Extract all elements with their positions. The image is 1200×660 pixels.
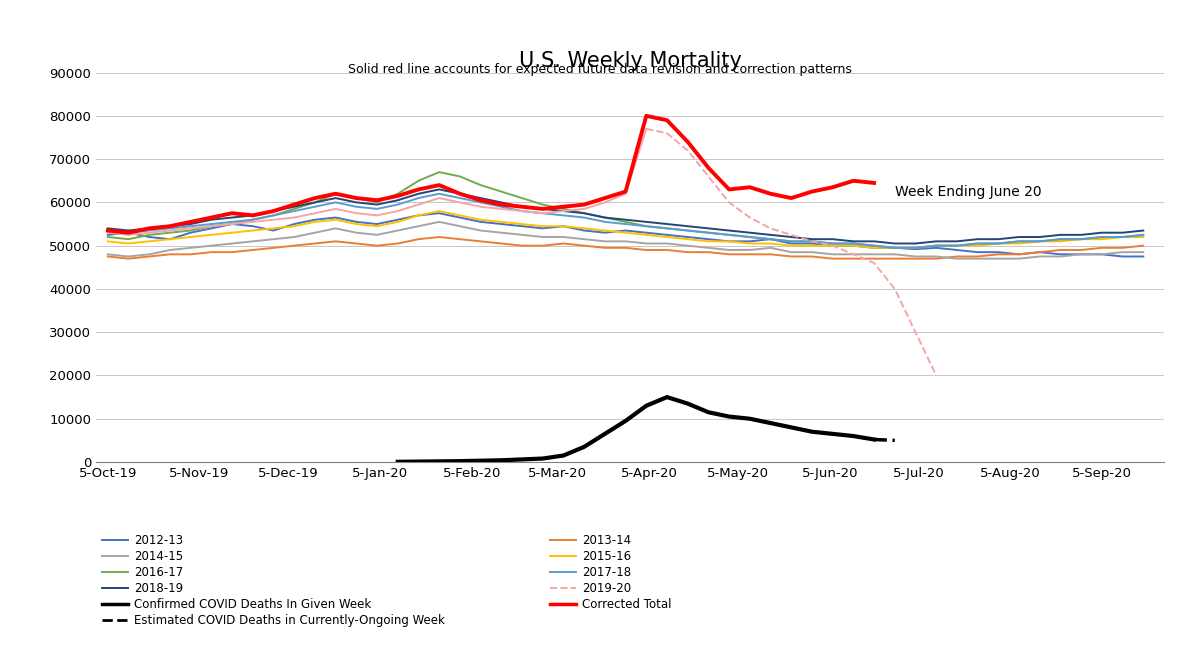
Title: U.S. Weekly Mortality: U.S. Weekly Mortality [518, 51, 742, 71]
Legend: 2013-14, 2015-16, 2017-18, 2019-20, Corrected Total: 2013-14, 2015-16, 2017-18, 2019-20, Corr… [551, 534, 672, 611]
Text: Week Ending June 20: Week Ending June 20 [895, 185, 1042, 199]
Text: Solid red line accounts for expected future data revision and correction pattern: Solid red line accounts for expected fut… [348, 63, 852, 76]
